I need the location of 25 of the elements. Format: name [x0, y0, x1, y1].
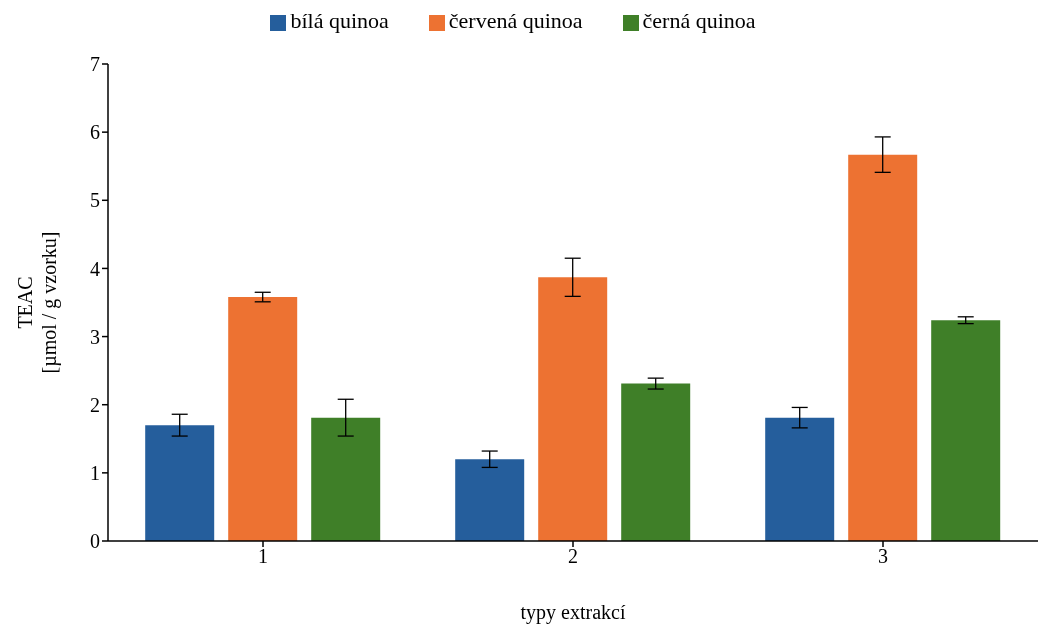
x-tick-label: 2 [568, 545, 578, 568]
x-axis-title: typy extrakcí [520, 601, 626, 624]
y-tick-label: 4 [90, 257, 100, 280]
bar [145, 425, 215, 541]
legend-label: bílá quinoa [290, 8, 389, 33]
bar [931, 320, 1001, 541]
y-tick-label: 2 [90, 393, 100, 416]
bar [228, 297, 298, 541]
y-axis-title: TEAC [µmol / g vzorku] [14, 231, 61, 374]
y-tick-label: 7 [90, 53, 100, 76]
bar [621, 383, 691, 541]
legend-label: černá quinoa [642, 8, 756, 33]
legend-label: červená quinoa [448, 8, 583, 33]
bar [455, 459, 525, 541]
y-tick-label: 5 [90, 189, 100, 212]
bar [848, 154, 918, 541]
y-tick-label: 1 [90, 461, 100, 484]
y-tick-label: 3 [90, 325, 100, 348]
bar [765, 417, 835, 541]
y-tick-label: 0 [90, 530, 100, 553]
y-tick-label: 6 [90, 121, 100, 144]
bar [311, 417, 381, 541]
x-tick-label: 1 [258, 545, 268, 568]
x-tick-label: 3 [878, 545, 888, 568]
bar [538, 277, 608, 541]
